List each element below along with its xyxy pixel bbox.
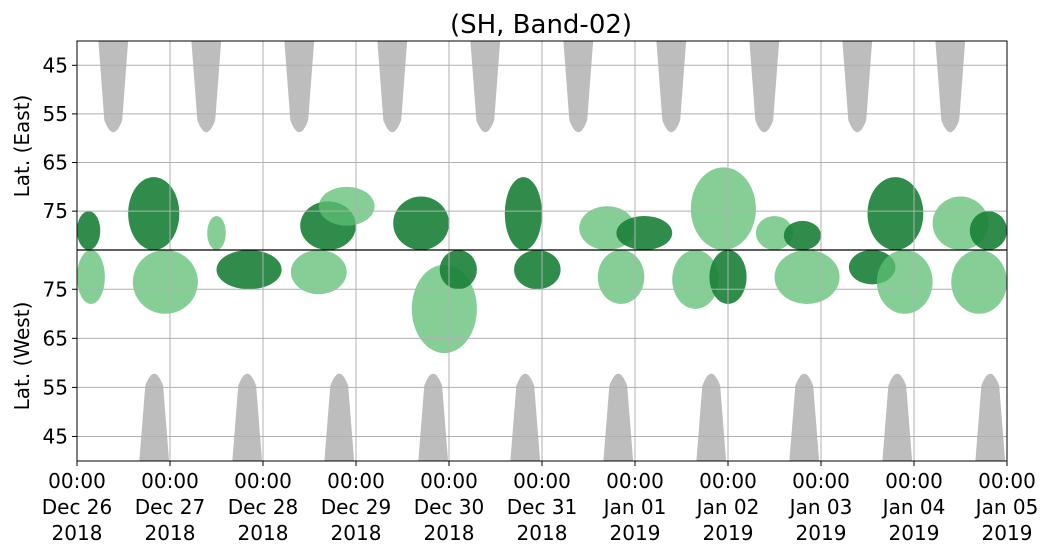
no-data-region-east-1 [191,41,222,133]
x-tick-label-9-1: Jan 04 [881,495,946,519]
no-data-region-west-5 [603,373,634,461]
echo-patch-1 [77,250,105,304]
no-data-region-east-6 [656,41,687,133]
no-data-layer [98,41,1006,461]
x-tick-label-7-0: 00:00 [699,469,757,493]
x-tick-label-2-1: Dec 28 [228,495,299,519]
echo-patch-21 [774,250,840,304]
echo-patch-8 [318,186,375,226]
y-tick-label-west-2: 55 [43,375,68,399]
x-tick-label-0-1: Dec 26 [42,495,113,519]
echo-patch-11 [439,250,477,290]
no-data-region-east-8 [842,41,873,133]
x-tick-label-2-2: 2018 [238,521,289,545]
echo-patch-18 [690,167,756,250]
x-tick-label-6-2: 2019 [610,521,661,545]
x-tick-label-8-0: 00:00 [792,469,850,493]
x-tick-label-0-2: 2018 [52,521,103,545]
echo-patch-3 [132,250,198,314]
echo-patch-27 [951,250,1007,314]
x-tick-label-10-2: 2019 [982,521,1033,545]
x-tick-label-10-0: 00:00 [978,469,1036,493]
x-tick-label-3-1: Dec 29 [321,495,392,519]
echo-patch-16 [616,215,673,250]
echo-patch-5 [216,250,282,290]
y-axis-ticks-east: 45 55 65 75 [43,53,77,223]
x-tick-label-9-0: 00:00 [885,469,943,493]
x-tick-label-0-0: 00:00 [48,469,106,493]
no-data-region-east-0 [98,41,129,133]
x-tick-label-5-1: Dec 31 [507,495,578,519]
x-tick-label-6-0: 00:00 [606,469,664,493]
echo-patch-25 [876,250,933,314]
y-tick-label-east-3: 75 [43,199,68,223]
x-tick-label-3-0: 00:00 [327,469,385,493]
no-data-region-east-7 [749,41,780,133]
no-data-region-east-5 [563,41,594,133]
echo-patch-7 [290,250,347,295]
x-tick-label-8-2: 2019 [796,521,847,545]
no-data-region-west-4 [510,373,541,461]
x-tick-label-10-1: Jan 05 [974,495,1039,519]
x-tick-label-6-1: Jan 01 [602,495,667,519]
x-tick-label-9-2: 2019 [889,521,940,545]
no-data-region-west-2 [324,373,355,461]
x-tick-label-8-1: Jan 03 [788,495,853,519]
y-axis-label-east: Lat. (East) [10,95,34,198]
echo-patch-2 [128,177,180,250]
plot-area [76,40,1008,462]
x-tick-label-7-2: 2019 [703,521,754,545]
echo-patch-13 [514,250,561,290]
y-tick-label-west-0: 75 [43,277,68,301]
echo-patch-22 [783,220,822,251]
no-data-region-west-0 [139,373,170,461]
x-tick-label-5-2: 2018 [517,521,568,545]
x-tick-label-3-2: 2018 [331,521,382,545]
x-tick-label-7-1: Jan 02 [695,495,760,519]
no-data-region-east-4 [470,41,501,133]
no-data-region-west-6 [696,373,727,461]
x-tick-label-2-0: 00:00 [234,469,292,493]
no-data-region-west-8 [882,373,913,461]
x-tick-label-1-1: Dec 27 [135,495,206,519]
echo-layer [77,167,1008,354]
echo-patch-15 [597,250,645,304]
y-tick-label-west-1: 65 [43,326,68,350]
y-tick-label-west-3: 45 [43,424,68,448]
echo-patch-24 [867,177,924,250]
no-data-region-east-3 [377,41,408,133]
x-tick-label-4-1: Dec 30 [414,495,485,519]
no-data-region-east-2 [284,41,315,133]
no-data-region-west-9 [975,373,1006,461]
echo-patch-4 [207,215,226,250]
echo-patch-0 [77,211,101,250]
no-data-region-west-7 [789,373,820,461]
x-tick-label-4-0: 00:00 [420,469,478,493]
echo-patch-20 [755,215,794,250]
no-data-region-west-3 [418,373,449,461]
chart-title: (SH, Band-02) [450,10,632,40]
echo-patch-9 [393,196,449,250]
x-tick-label-5-0: 00:00 [513,469,571,493]
no-data-region-east-9 [935,41,966,133]
x-tick-label-4-2: 2018 [424,521,475,545]
x-tick-label-1-2: 2018 [145,521,196,545]
y-axis-ticks-west: 75 65 55 45 [43,277,77,448]
echo-patch-17 [672,250,719,309]
echo-patch-12 [504,177,542,250]
echo-patch-28 [969,211,1008,250]
x-tick-label-1-0: 00:00 [141,469,199,493]
no-data-region-west-1 [232,373,263,461]
y-tick-label-east-2: 65 [43,151,68,175]
y-tick-label-east-0: 45 [43,53,68,77]
y-tick-label-east-1: 55 [43,102,68,126]
y-axis-label-west: Lat. (West) [10,302,34,411]
